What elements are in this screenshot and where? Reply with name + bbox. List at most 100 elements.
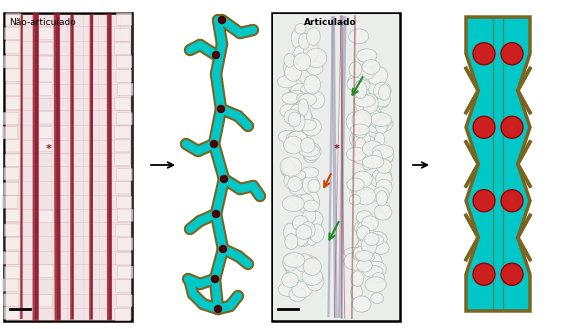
Ellipse shape — [375, 147, 394, 164]
Ellipse shape — [302, 143, 321, 161]
Ellipse shape — [367, 122, 387, 133]
Ellipse shape — [293, 233, 308, 246]
Ellipse shape — [306, 48, 327, 68]
FancyBboxPatch shape — [4, 307, 19, 319]
FancyBboxPatch shape — [37, 139, 53, 151]
Ellipse shape — [364, 233, 379, 245]
FancyBboxPatch shape — [116, 70, 132, 82]
Ellipse shape — [375, 116, 393, 131]
FancyBboxPatch shape — [117, 238, 133, 250]
Ellipse shape — [365, 277, 386, 292]
Ellipse shape — [289, 182, 310, 195]
Ellipse shape — [278, 282, 298, 296]
Ellipse shape — [303, 209, 316, 223]
FancyBboxPatch shape — [6, 13, 21, 26]
Ellipse shape — [299, 145, 320, 157]
FancyBboxPatch shape — [115, 224, 131, 237]
Ellipse shape — [359, 114, 370, 126]
Ellipse shape — [371, 293, 383, 304]
Ellipse shape — [371, 150, 382, 166]
FancyBboxPatch shape — [116, 294, 132, 307]
Ellipse shape — [358, 238, 369, 250]
Ellipse shape — [284, 172, 300, 190]
FancyBboxPatch shape — [5, 266, 20, 279]
Ellipse shape — [370, 173, 385, 187]
FancyBboxPatch shape — [3, 56, 19, 68]
Ellipse shape — [353, 153, 373, 164]
FancyBboxPatch shape — [38, 27, 53, 40]
Ellipse shape — [277, 75, 297, 88]
Ellipse shape — [351, 180, 361, 197]
Ellipse shape — [304, 266, 320, 281]
FancyBboxPatch shape — [115, 181, 131, 194]
Ellipse shape — [352, 171, 372, 188]
Circle shape — [211, 275, 219, 283]
Ellipse shape — [300, 84, 319, 94]
Ellipse shape — [354, 95, 375, 107]
FancyBboxPatch shape — [114, 29, 130, 41]
FancyBboxPatch shape — [6, 83, 22, 96]
FancyBboxPatch shape — [273, 14, 399, 320]
Ellipse shape — [301, 222, 315, 238]
Ellipse shape — [296, 93, 311, 103]
Ellipse shape — [352, 113, 370, 131]
FancyBboxPatch shape — [37, 112, 53, 124]
Ellipse shape — [289, 170, 306, 181]
Ellipse shape — [283, 136, 303, 154]
Ellipse shape — [283, 253, 305, 268]
FancyBboxPatch shape — [118, 209, 133, 221]
Ellipse shape — [308, 179, 320, 193]
Ellipse shape — [303, 41, 319, 61]
Ellipse shape — [292, 113, 305, 131]
Ellipse shape — [349, 129, 370, 149]
Ellipse shape — [285, 63, 302, 81]
Ellipse shape — [352, 131, 363, 142]
Ellipse shape — [374, 204, 392, 220]
Ellipse shape — [352, 296, 371, 312]
FancyBboxPatch shape — [118, 83, 133, 96]
Ellipse shape — [356, 98, 369, 114]
Ellipse shape — [355, 241, 371, 257]
Ellipse shape — [308, 91, 325, 109]
Ellipse shape — [370, 235, 383, 246]
Ellipse shape — [291, 84, 311, 97]
FancyBboxPatch shape — [115, 98, 131, 110]
Ellipse shape — [356, 252, 374, 263]
Ellipse shape — [355, 138, 366, 153]
Ellipse shape — [362, 221, 374, 238]
Ellipse shape — [295, 254, 314, 272]
Ellipse shape — [354, 221, 366, 234]
Ellipse shape — [356, 211, 373, 224]
Ellipse shape — [299, 106, 311, 125]
Ellipse shape — [375, 119, 387, 134]
Ellipse shape — [376, 159, 392, 173]
FancyBboxPatch shape — [37, 42, 53, 55]
FancyBboxPatch shape — [117, 168, 132, 181]
Ellipse shape — [362, 155, 384, 168]
Ellipse shape — [286, 90, 307, 103]
Ellipse shape — [370, 113, 391, 126]
Ellipse shape — [307, 62, 323, 75]
Ellipse shape — [353, 246, 371, 259]
Ellipse shape — [288, 90, 299, 104]
Ellipse shape — [346, 112, 365, 131]
Ellipse shape — [286, 224, 299, 243]
FancyBboxPatch shape — [4, 13, 132, 321]
Ellipse shape — [367, 66, 388, 85]
Ellipse shape — [283, 61, 298, 75]
FancyBboxPatch shape — [115, 153, 130, 165]
Ellipse shape — [291, 109, 312, 122]
FancyBboxPatch shape — [3, 183, 19, 195]
Ellipse shape — [280, 104, 299, 118]
Ellipse shape — [303, 258, 321, 275]
Ellipse shape — [374, 132, 385, 147]
FancyBboxPatch shape — [37, 56, 53, 68]
Ellipse shape — [307, 27, 320, 45]
Ellipse shape — [373, 241, 389, 254]
Ellipse shape — [287, 177, 302, 191]
Ellipse shape — [370, 117, 391, 128]
Ellipse shape — [295, 235, 309, 247]
Circle shape — [219, 16, 225, 23]
Ellipse shape — [351, 285, 362, 300]
Ellipse shape — [294, 45, 311, 61]
